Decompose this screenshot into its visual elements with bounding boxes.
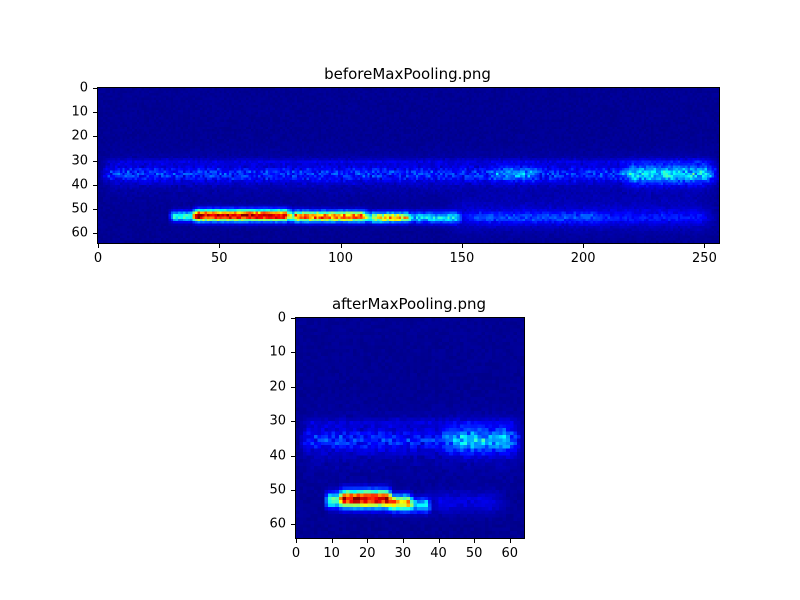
x-tick-mark xyxy=(402,538,404,543)
y-tick-label: 10 xyxy=(71,104,88,120)
x-tick-label: 60 xyxy=(501,546,519,561)
y-tick-label: 10 xyxy=(269,344,286,360)
x-tick-label: 0 xyxy=(291,546,301,561)
y-tick-label: 60 xyxy=(269,516,286,532)
y-tick-mark xyxy=(291,524,296,526)
y-tick-mark xyxy=(291,352,296,354)
x-tick-mark xyxy=(438,538,440,543)
x-tick-label: 30 xyxy=(394,546,412,561)
y-tick-label: 50 xyxy=(269,482,286,498)
y-tick-label: 30 xyxy=(71,153,88,169)
y-tick-label: 50 xyxy=(71,201,88,217)
y-tick-label: 40 xyxy=(71,177,88,193)
x-tick-label: 150 xyxy=(449,251,475,266)
y-tick-label: 20 xyxy=(71,128,88,144)
x-tick-label: 40 xyxy=(430,546,447,561)
x-tick-label: 0 xyxy=(93,251,103,266)
y-tick-mark xyxy=(291,489,296,491)
x-tick-mark xyxy=(98,243,99,248)
y-tick-mark xyxy=(291,386,296,388)
x-tick-mark xyxy=(219,243,221,248)
heatmap-image xyxy=(98,88,719,243)
heatmap-image xyxy=(296,318,524,538)
y-tick-label: 60 xyxy=(71,225,88,241)
x-tick-mark xyxy=(583,243,585,248)
y-tick-mark xyxy=(93,136,98,138)
x-tick-mark xyxy=(340,243,342,248)
y-tick-mark xyxy=(93,112,98,114)
y-tick-mark xyxy=(93,184,98,186)
after-maxpooling-subplot: afterMaxPooling.png 0 10 20 30 40 50 60 0 10 20 30… xyxy=(269,294,525,561)
y-tick-label: 0 xyxy=(277,310,286,326)
x-tick-mark xyxy=(461,243,463,248)
x-tick-mark xyxy=(367,538,369,543)
x-tick-label: 50 xyxy=(465,546,483,561)
x-tick-label: 20 xyxy=(358,546,376,561)
x-tick-label: 100 xyxy=(328,251,353,266)
x-tick-label: 10 xyxy=(323,546,340,561)
y-tick-mark xyxy=(93,209,98,211)
x-tick-mark xyxy=(474,538,476,543)
y-tick-mark xyxy=(291,318,296,319)
y-tick-mark xyxy=(93,233,98,235)
y-tick-mark xyxy=(93,88,98,89)
before-maxpooling-subplot: beforeMaxPooling.png 0 50 100 150 200 250 0 10 2… xyxy=(71,64,720,266)
heatmap-axes: 0 50 100 150 200 250 0 10 20 30 40 50 60 xyxy=(71,81,720,266)
x-tick-mark xyxy=(296,538,297,543)
y-tick-label: 30 xyxy=(269,413,286,429)
x-tick-mark xyxy=(509,538,511,543)
x-tick-label: 250 xyxy=(692,251,717,266)
plot-title: beforeMaxPooling.png xyxy=(324,65,491,83)
y-tick-mark xyxy=(291,421,296,423)
x-tick-label: 200 xyxy=(570,251,596,266)
y-tick-mark xyxy=(93,160,98,162)
x-tick-label: 50 xyxy=(211,251,228,266)
y-tick-label: 0 xyxy=(79,80,88,96)
x-tick-mark xyxy=(704,243,706,248)
heatmap-axes: 0 10 20 30 40 50 60 0 10 20 30 40 50 60 xyxy=(269,311,525,561)
plot-title: afterMaxPooling.png xyxy=(331,295,487,313)
y-tick-label: 40 xyxy=(269,448,286,463)
y-tick-mark xyxy=(291,455,296,457)
y-tick-label: 20 xyxy=(269,379,286,395)
x-tick-mark xyxy=(331,538,333,543)
